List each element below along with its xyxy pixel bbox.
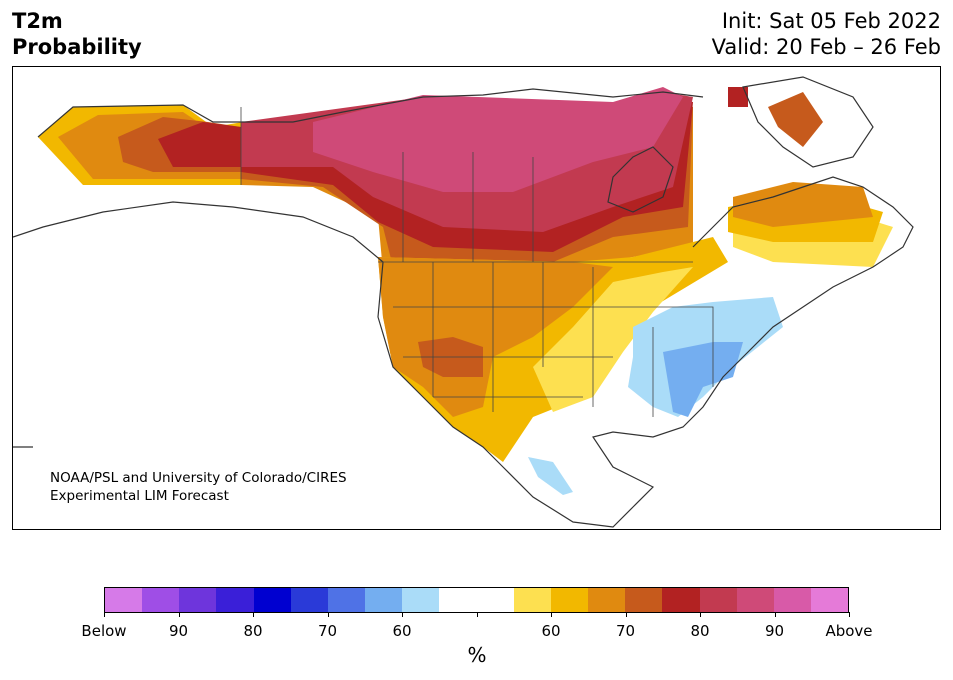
probability-map: NOAA/PSL and University of Colorado/CIRE… bbox=[12, 66, 941, 530]
colorbar-segment-18 bbox=[773, 588, 811, 612]
fill-above-80-arctic bbox=[728, 87, 748, 107]
fill-above-70-ne bbox=[733, 182, 873, 227]
colorbar-segment-12 bbox=[550, 588, 589, 612]
colorbar-label: 60 bbox=[541, 622, 561, 640]
colorbar-segment-9 bbox=[439, 588, 477, 612]
colorbar-tick bbox=[476, 612, 478, 617]
colorbar-segment-1 bbox=[142, 588, 180, 612]
map-canvas bbox=[13, 76, 914, 528]
colorbar-label: Above bbox=[825, 622, 873, 640]
forecast-dates: Init: Sat 05 Feb 2022 Valid: 20 Feb – 26… bbox=[712, 8, 941, 60]
coastlines bbox=[13, 76, 914, 528]
colorbar-tick bbox=[327, 612, 329, 617]
colorbar-tick bbox=[551, 612, 552, 617]
colorbar-tick bbox=[625, 612, 627, 617]
title-line-1: T2m bbox=[12, 9, 63, 33]
fill-above-70-us bbox=[378, 257, 613, 417]
map-title: T2m Probability bbox=[12, 8, 142, 60]
colorbar-tick bbox=[402, 612, 403, 617]
init-date: Init: Sat 05 Feb 2022 bbox=[721, 9, 941, 33]
colorbar-label: 70 bbox=[317, 622, 338, 640]
colorbar-segment-2 bbox=[179, 588, 217, 612]
credit-line-1: NOAA/PSL and University of Colorado/CIRE… bbox=[50, 470, 347, 486]
colorbar-label: 80 bbox=[243, 622, 263, 640]
probability-colorbar bbox=[104, 587, 849, 613]
colorbar-segment-5 bbox=[290, 588, 328, 612]
valid-range: Valid: 20 Feb – 26 Feb bbox=[711, 35, 941, 59]
colorbar-segment-17 bbox=[736, 588, 774, 612]
colorbar-unit: % bbox=[467, 643, 487, 667]
title-line-2: Probability bbox=[12, 35, 142, 59]
colorbar-tick bbox=[178, 612, 180, 617]
colorbar-segment-0 bbox=[105, 588, 143, 612]
fill-below-70 bbox=[663, 342, 743, 417]
fill-above-60-us bbox=[533, 267, 693, 412]
colorbar-tick bbox=[253, 612, 254, 617]
colorbar-segment-15 bbox=[662, 588, 700, 612]
colorbar-segment-8 bbox=[402, 588, 440, 612]
colorbar-segment-4 bbox=[253, 588, 291, 612]
colorbar-label: 90 bbox=[764, 622, 785, 640]
colorbar-label: 70 bbox=[615, 622, 636, 640]
colorbar-tick bbox=[700, 612, 701, 617]
probability-fills bbox=[38, 87, 893, 495]
colorbar-segment-19 bbox=[810, 588, 849, 612]
fill-below-60-mexico bbox=[528, 457, 573, 495]
colorbar-segment-14 bbox=[625, 588, 663, 612]
colorbar-label: 90 bbox=[168, 622, 189, 640]
colorbar-segment-10 bbox=[476, 588, 514, 612]
colorbar-label: 80 bbox=[690, 622, 710, 640]
fill-above-75-greenland bbox=[768, 92, 823, 147]
colorbar-segment-6 bbox=[327, 588, 366, 612]
colorbar-segment-16 bbox=[699, 588, 737, 612]
colorbar-segment-7 bbox=[365, 588, 403, 612]
colorbar-tick bbox=[104, 612, 105, 617]
state-borders bbox=[240, 107, 714, 417]
colorbar-tick bbox=[774, 612, 776, 617]
colorbar-tick bbox=[849, 612, 850, 617]
credit-line-2: Experimental LIM Forecast bbox=[50, 488, 229, 504]
fill-above-80 bbox=[158, 122, 241, 167]
colorbar-label: Below bbox=[81, 622, 127, 640]
colorbar-segment-3 bbox=[216, 588, 254, 612]
fill-above-90-canada bbox=[313, 87, 683, 192]
colorbar-label: 60 bbox=[392, 622, 412, 640]
colorbar-segment-13 bbox=[588, 588, 626, 612]
credit-text: NOAA/PSL and University of Colorado/CIRE… bbox=[50, 469, 347, 505]
colorbar-segment-11 bbox=[513, 588, 551, 612]
